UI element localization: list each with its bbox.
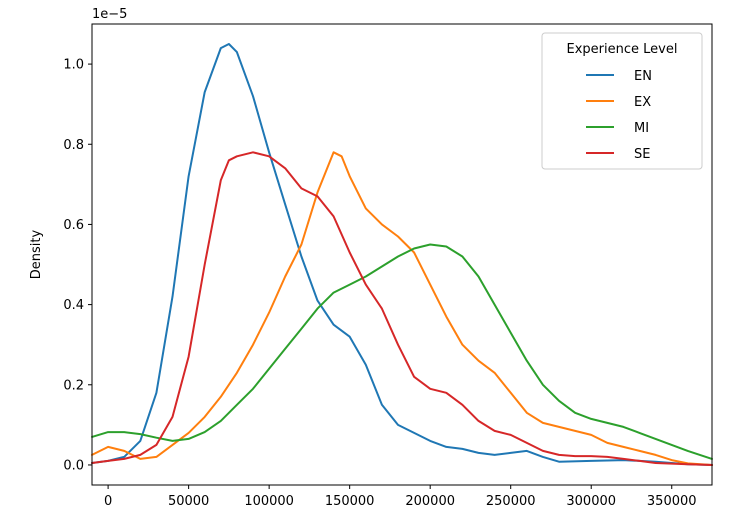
y-tick-label: 0.8 [63, 138, 84, 153]
series-line-en [91, 43, 713, 466]
x-tick-label: 200000 [405, 494, 455, 509]
x-tick-label: 350000 [647, 494, 697, 509]
legend-label-mi: MI [634, 121, 649, 136]
x-tick-label: 100000 [244, 494, 294, 509]
x-tick-label: 250000 [486, 494, 536, 509]
legend-label-se: SE [634, 147, 650, 162]
series-layer [91, 43, 713, 466]
y-offset-label: 1e−5 [92, 7, 127, 22]
legend: Experience Level EN EX MI SE [541, 32, 703, 170]
y-axis-label: Density [29, 229, 44, 279]
y-tick-label: 0.0 [63, 458, 84, 473]
x-tick-label: 300000 [566, 494, 616, 509]
series-line-ex [91, 151, 713, 466]
y-tick-label: 0.4 [63, 298, 84, 313]
plot-frame [91, 23, 713, 486]
axes-layer: 0 50000 100000 150000 200000 250000 300000 3500… [63, 23, 713, 509]
legend-title: Experience Level [567, 42, 678, 57]
legend-items: EN EX MI SE [586, 69, 652, 162]
series-line-se [91, 151, 713, 466]
x-tick-label: 150000 [325, 494, 375, 509]
y-tick-label: 0.6 [63, 218, 84, 233]
y-tick-label: 1.0 [63, 58, 84, 73]
x-tick-label: 0 [104, 494, 112, 509]
legend-label-en: EN [634, 69, 652, 84]
x-tick-label: 50000 [168, 494, 209, 509]
series-line-mi [91, 243, 713, 460]
legend-box [541, 32, 703, 170]
legend-label-ex: EX [634, 95, 651, 110]
y-tick-label: 0.2 [63, 378, 84, 393]
